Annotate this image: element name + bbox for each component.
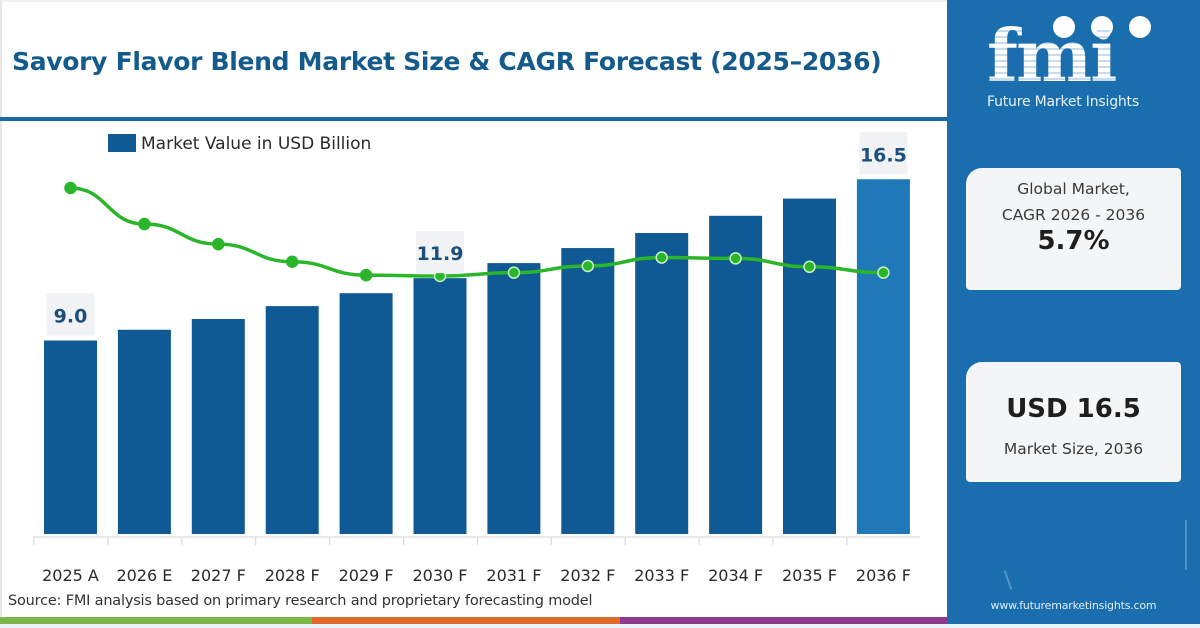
market-size-caption: Market Size, 2036 [1003, 440, 1144, 458]
logo-tagline: Future Market Insights [987, 94, 1139, 110]
legend-label: Market Value in USD Billion [141, 134, 371, 154]
x-tick-label: 2030 F [412, 566, 467, 585]
trend-point [138, 217, 151, 231]
trend-point [581, 259, 595, 273]
trend-point [285, 255, 299, 269]
x-tick-label: 2028 F [265, 566, 320, 585]
trend-point [655, 251, 668, 264]
strip-segment-orange [312, 617, 620, 624]
globe-americas-icon [1053, 16, 1075, 38]
trend-point [212, 237, 225, 251]
bar-2031-f [487, 263, 541, 534]
globe-asia-icon [1129, 16, 1151, 38]
cagr-value: 5.7% [1037, 226, 1110, 256]
trend-point [877, 266, 890, 279]
bar-2026-e [117, 329, 171, 534]
source-note: Source: FMI analysis based on primary re… [8, 593, 593, 609]
website-link[interactable]: www.futuremarketinsights.com [990, 599, 1157, 612]
fmi-logo[interactable]: fmi Future Market Insights [987, 10, 1162, 115]
bar-2034-f [709, 215, 763, 535]
data-label-background [859, 132, 908, 175]
cagr-card-line2: CAGR 2026 - 2036 [1001, 206, 1146, 224]
x-tick-label: 2025 A [42, 566, 99, 585]
legend: Market Value in USD Billion [108, 134, 371, 154]
globe-europe-icon [1091, 16, 1113, 38]
x-tick-label: 2031 F [486, 566, 541, 585]
decoration [1185, 520, 1187, 570]
x-tick-label: 2033 F [634, 566, 689, 585]
bar-2033-f [635, 233, 689, 534]
chart-title: Savory Flavor Blend Market Size & CAGR F… [12, 47, 882, 76]
trend-point [729, 252, 742, 265]
bar-2032-f [561, 248, 615, 535]
x-tick-label: 2035 F [782, 566, 837, 585]
data-label: 9.0 [54, 306, 88, 328]
trend-point [64, 181, 77, 195]
bar-2029-f [339, 293, 393, 534]
data-label: 11.9 [417, 243, 464, 265]
market-size-value: USD 16.5 [1006, 394, 1141, 424]
bar-2028-f [265, 306, 319, 534]
bar-2027-f [191, 319, 245, 534]
bar-chart: Market Value in USD Billion 9.011.916.5 … [33, 132, 920, 585]
bottom-color-strip [0, 617, 947, 624]
x-tick-label: 2032 F [560, 566, 615, 585]
trend-point [803, 260, 816, 274]
data-label-background [416, 231, 464, 274]
cagr-card: Global Market, CAGR 2026 - 2036 5.7% [966, 168, 1181, 290]
title-divider [0, 117, 947, 121]
market-size-card: USD 16.5 Market Size, 2036 [966, 362, 1181, 482]
strip-segment-purple [620, 617, 947, 624]
bar-2030-f [413, 278, 467, 534]
logo-wordmark: fmi [987, 13, 1118, 98]
trend-line [70, 186, 884, 278]
x-tick-label: 2027 F [191, 566, 246, 585]
x-tick-label: 2036 F [856, 566, 911, 585]
data-label: 16.5 [860, 144, 907, 166]
strip-segment-green [0, 617, 312, 624]
legend-swatch [108, 134, 136, 152]
bar-2036-f [856, 179, 910, 534]
bottom-border [0, 624, 1200, 628]
data-label-background [46, 293, 95, 336]
bar-2035-f [783, 198, 836, 534]
cagr-card-line1: Global Market, [1017, 180, 1130, 198]
trend-point [359, 268, 373, 282]
trend-point [507, 266, 521, 279]
x-tick-label: 2026 E [116, 566, 172, 585]
brand-sidebar: fmi Future Market Insights Global Market… [947, 0, 1200, 624]
bar-2025-a [44, 340, 97, 534]
x-tick-label: 2029 F [339, 566, 394, 585]
x-tick-label: 2034 F [708, 566, 763, 585]
decoration [1003, 570, 1013, 590]
